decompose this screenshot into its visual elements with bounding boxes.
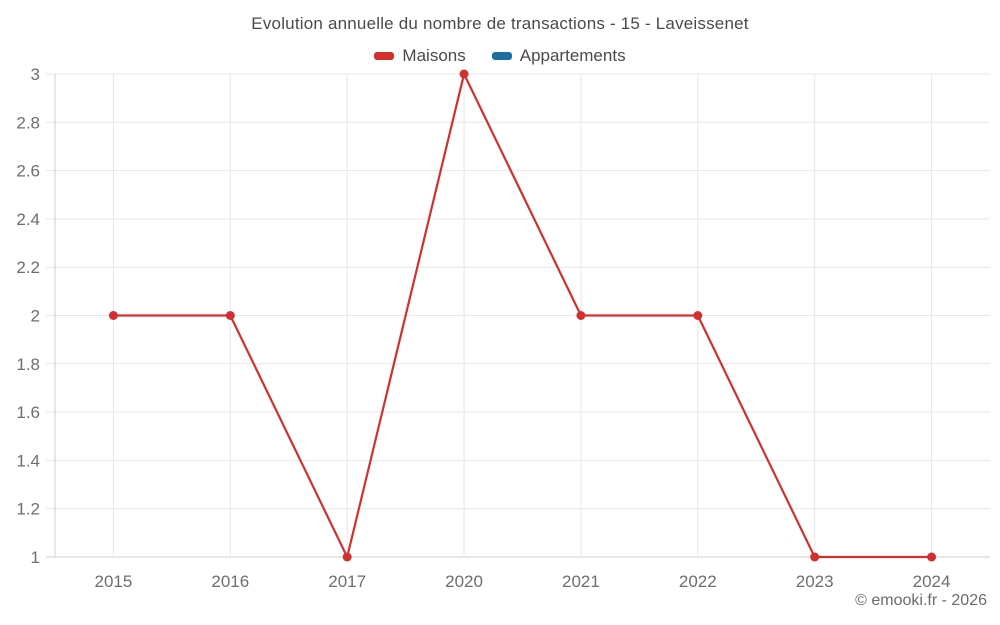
svg-text:2.6: 2.6 (16, 162, 40, 181)
svg-text:1.6: 1.6 (16, 403, 40, 422)
legend: Maisons Appartements (0, 45, 1000, 67)
legend-swatch-maisons-icon (374, 52, 395, 60)
svg-text:1.2: 1.2 (16, 500, 40, 519)
legend-label-appartements: Appartements (519, 46, 626, 65)
svg-text:2017: 2017 (328, 572, 366, 591)
svg-text:2.8: 2.8 (16, 113, 40, 132)
svg-text:3: 3 (31, 65, 40, 84)
copyright-text: © emooki.fr - 2026 (855, 592, 987, 609)
svg-text:2.4: 2.4 (16, 210, 40, 229)
svg-text:2015: 2015 (95, 572, 133, 591)
svg-text:2020: 2020 (445, 572, 483, 591)
svg-text:1: 1 (31, 548, 40, 567)
svg-text:2024: 2024 (913, 572, 951, 591)
svg-text:2021: 2021 (562, 572, 600, 591)
svg-text:2022: 2022 (679, 572, 717, 591)
legend-swatch-appartements-icon (491, 52, 512, 60)
legend-label-maisons: Maisons (402, 46, 466, 65)
svg-text:2: 2 (31, 307, 40, 326)
legend-item-maisons[interactable]: Maisons (374, 46, 466, 66)
svg-text:1.4: 1.4 (16, 451, 40, 470)
chart-title: Evolution annuelle du nombre de transact… (251, 14, 749, 33)
svg-text:2.2: 2.2 (16, 258, 40, 277)
svg-text:2023: 2023 (796, 572, 834, 591)
legend-item-appartements[interactable]: Appartements (491, 46, 626, 66)
svg-text:2016: 2016 (211, 572, 249, 591)
svg-text:1.8: 1.8 (16, 355, 40, 374)
